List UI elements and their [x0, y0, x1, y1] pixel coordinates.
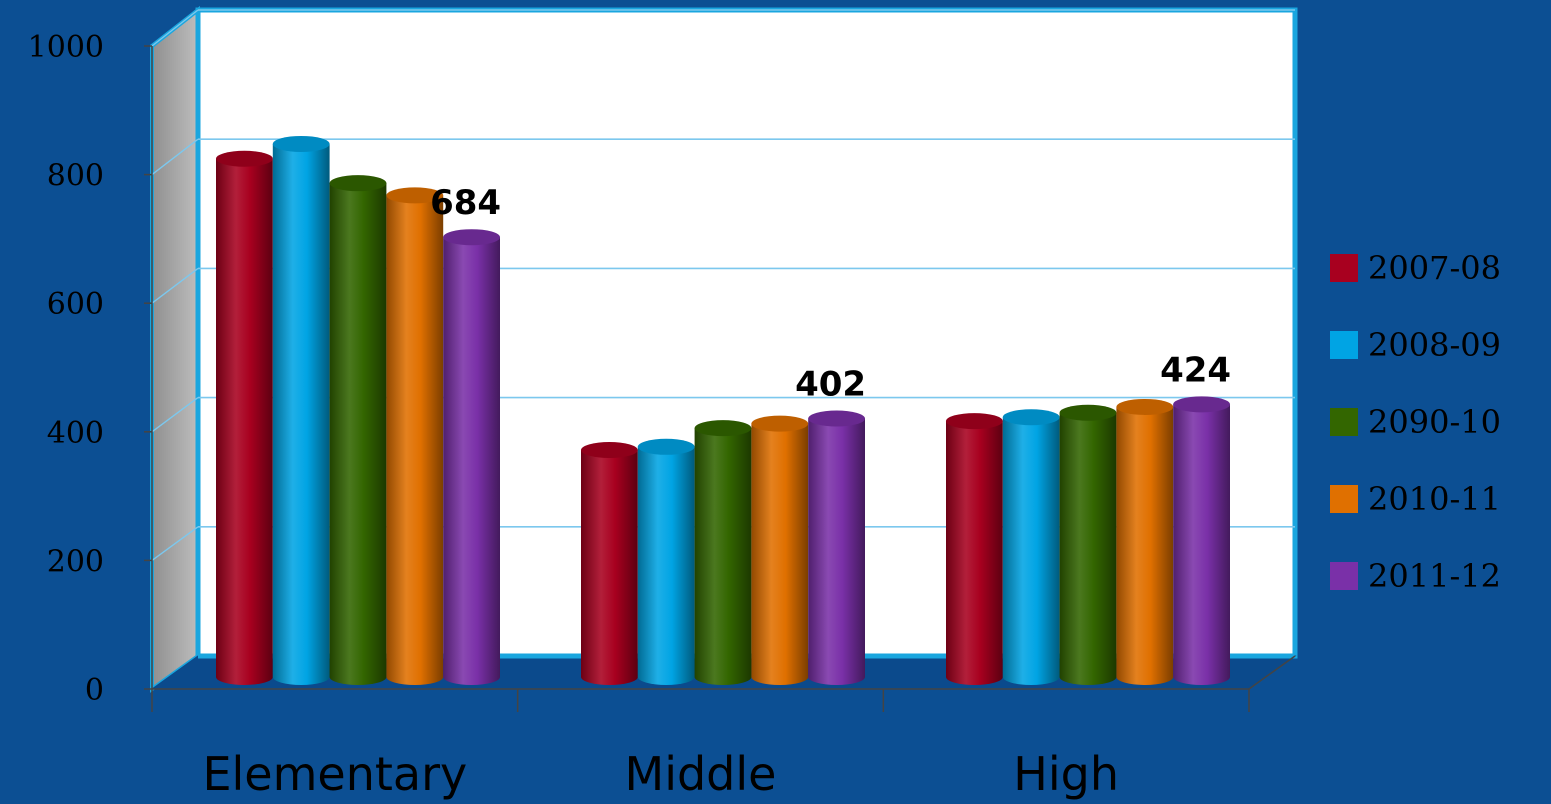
bar [808, 410, 866, 685]
side-wall [150, 5, 200, 693]
bar-top [808, 410, 865, 427]
gridline-side [151, 397, 199, 433]
bar [1002, 409, 1060, 685]
gridline-side [151, 267, 199, 304]
bar [216, 150, 273, 685]
gridline-side [151, 526, 199, 561]
bar [1059, 404, 1117, 685]
data-label: 424 [1160, 350, 1231, 390]
data-label: 402 [795, 365, 866, 405]
legend-item: 2011-12 [1330, 557, 1501, 595]
bar [443, 229, 500, 686]
bar-top [443, 229, 500, 246]
legend-label: 2007-08 [1368, 249, 1501, 287]
legend: 2007-08 2008-09 2090-10 2010-11 2011-12 [1330, 249, 1501, 595]
legend-label: 2011-12 [1368, 557, 1501, 595]
x-axis-depth-line [1248, 655, 1296, 690]
legend-swatch [1330, 562, 1358, 590]
legend-swatch [1330, 331, 1358, 359]
bar-top [1173, 396, 1230, 413]
bar-body [443, 237, 500, 686]
bar-top [329, 175, 387, 192]
legend-item: 2090-10 [1330, 403, 1501, 441]
bar-body [694, 428, 752, 685]
bar-body [216, 158, 273, 685]
bar-body [751, 423, 809, 685]
bar-top [1002, 409, 1060, 426]
legend-item: 2010-11 [1330, 480, 1501, 518]
bar [694, 420, 752, 685]
y-tick-label: 800 [47, 159, 104, 194]
bar-top [581, 442, 638, 459]
bar-body [581, 450, 638, 685]
y-tick-label: 1000 [28, 30, 104, 65]
legend-label: 2008-09 [1368, 326, 1501, 364]
bar-top [946, 413, 1003, 430]
bar-top [386, 187, 444, 204]
bar-top [694, 420, 752, 437]
bar [1116, 398, 1174, 685]
bar [329, 175, 387, 685]
bar-top [637, 438, 695, 455]
bar-body [1059, 412, 1117, 685]
bar-top [1059, 404, 1117, 421]
x-tick-label: Middle [625, 747, 777, 801]
bar-body [386, 195, 444, 685]
legend-label: 2090-10 [1368, 403, 1501, 441]
gridline-side [151, 9, 199, 47]
legend-swatch [1330, 408, 1358, 436]
bar [272, 135, 330, 685]
x-tick-label: High [1013, 747, 1119, 801]
bar-body [329, 183, 387, 685]
bar [751, 415, 809, 685]
bar-body [808, 418, 866, 685]
bar-body [1002, 417, 1060, 685]
axes: 0 200 400 600 800 1000 Elementary Middle High [28, 30, 1296, 801]
y-tick-label: 600 [47, 287, 104, 322]
bar-top [1116, 398, 1174, 415]
bar [637, 438, 695, 685]
data-label: 684 [430, 183, 501, 223]
bar-body [637, 446, 695, 685]
bar [581, 442, 638, 685]
bar-body [1116, 406, 1174, 685]
y-tick-label: 400 [47, 416, 104, 451]
legend-item: 2007-08 [1330, 249, 1501, 287]
y-tick-label: 200 [47, 544, 104, 579]
bar-body [1173, 404, 1230, 685]
bar [386, 187, 444, 685]
gridline-side [151, 138, 199, 176]
bar-top [751, 415, 809, 432]
bar-body [272, 143, 330, 685]
legend-swatch [1330, 254, 1358, 282]
bar [1173, 396, 1230, 685]
legend-swatch [1330, 485, 1358, 513]
bars [216, 135, 1230, 686]
y-tick-label: 0 [85, 673, 104, 708]
legend-label: 2010-11 [1368, 480, 1501, 518]
bar-top [272, 135, 330, 152]
bar-top [216, 150, 273, 167]
legend-item: 2008-09 [1330, 326, 1501, 364]
x-tick-label: Elementary [202, 747, 467, 801]
data-labels: 684 402 424 [430, 183, 1231, 404]
bar-body [946, 421, 1003, 685]
bar [946, 413, 1003, 685]
